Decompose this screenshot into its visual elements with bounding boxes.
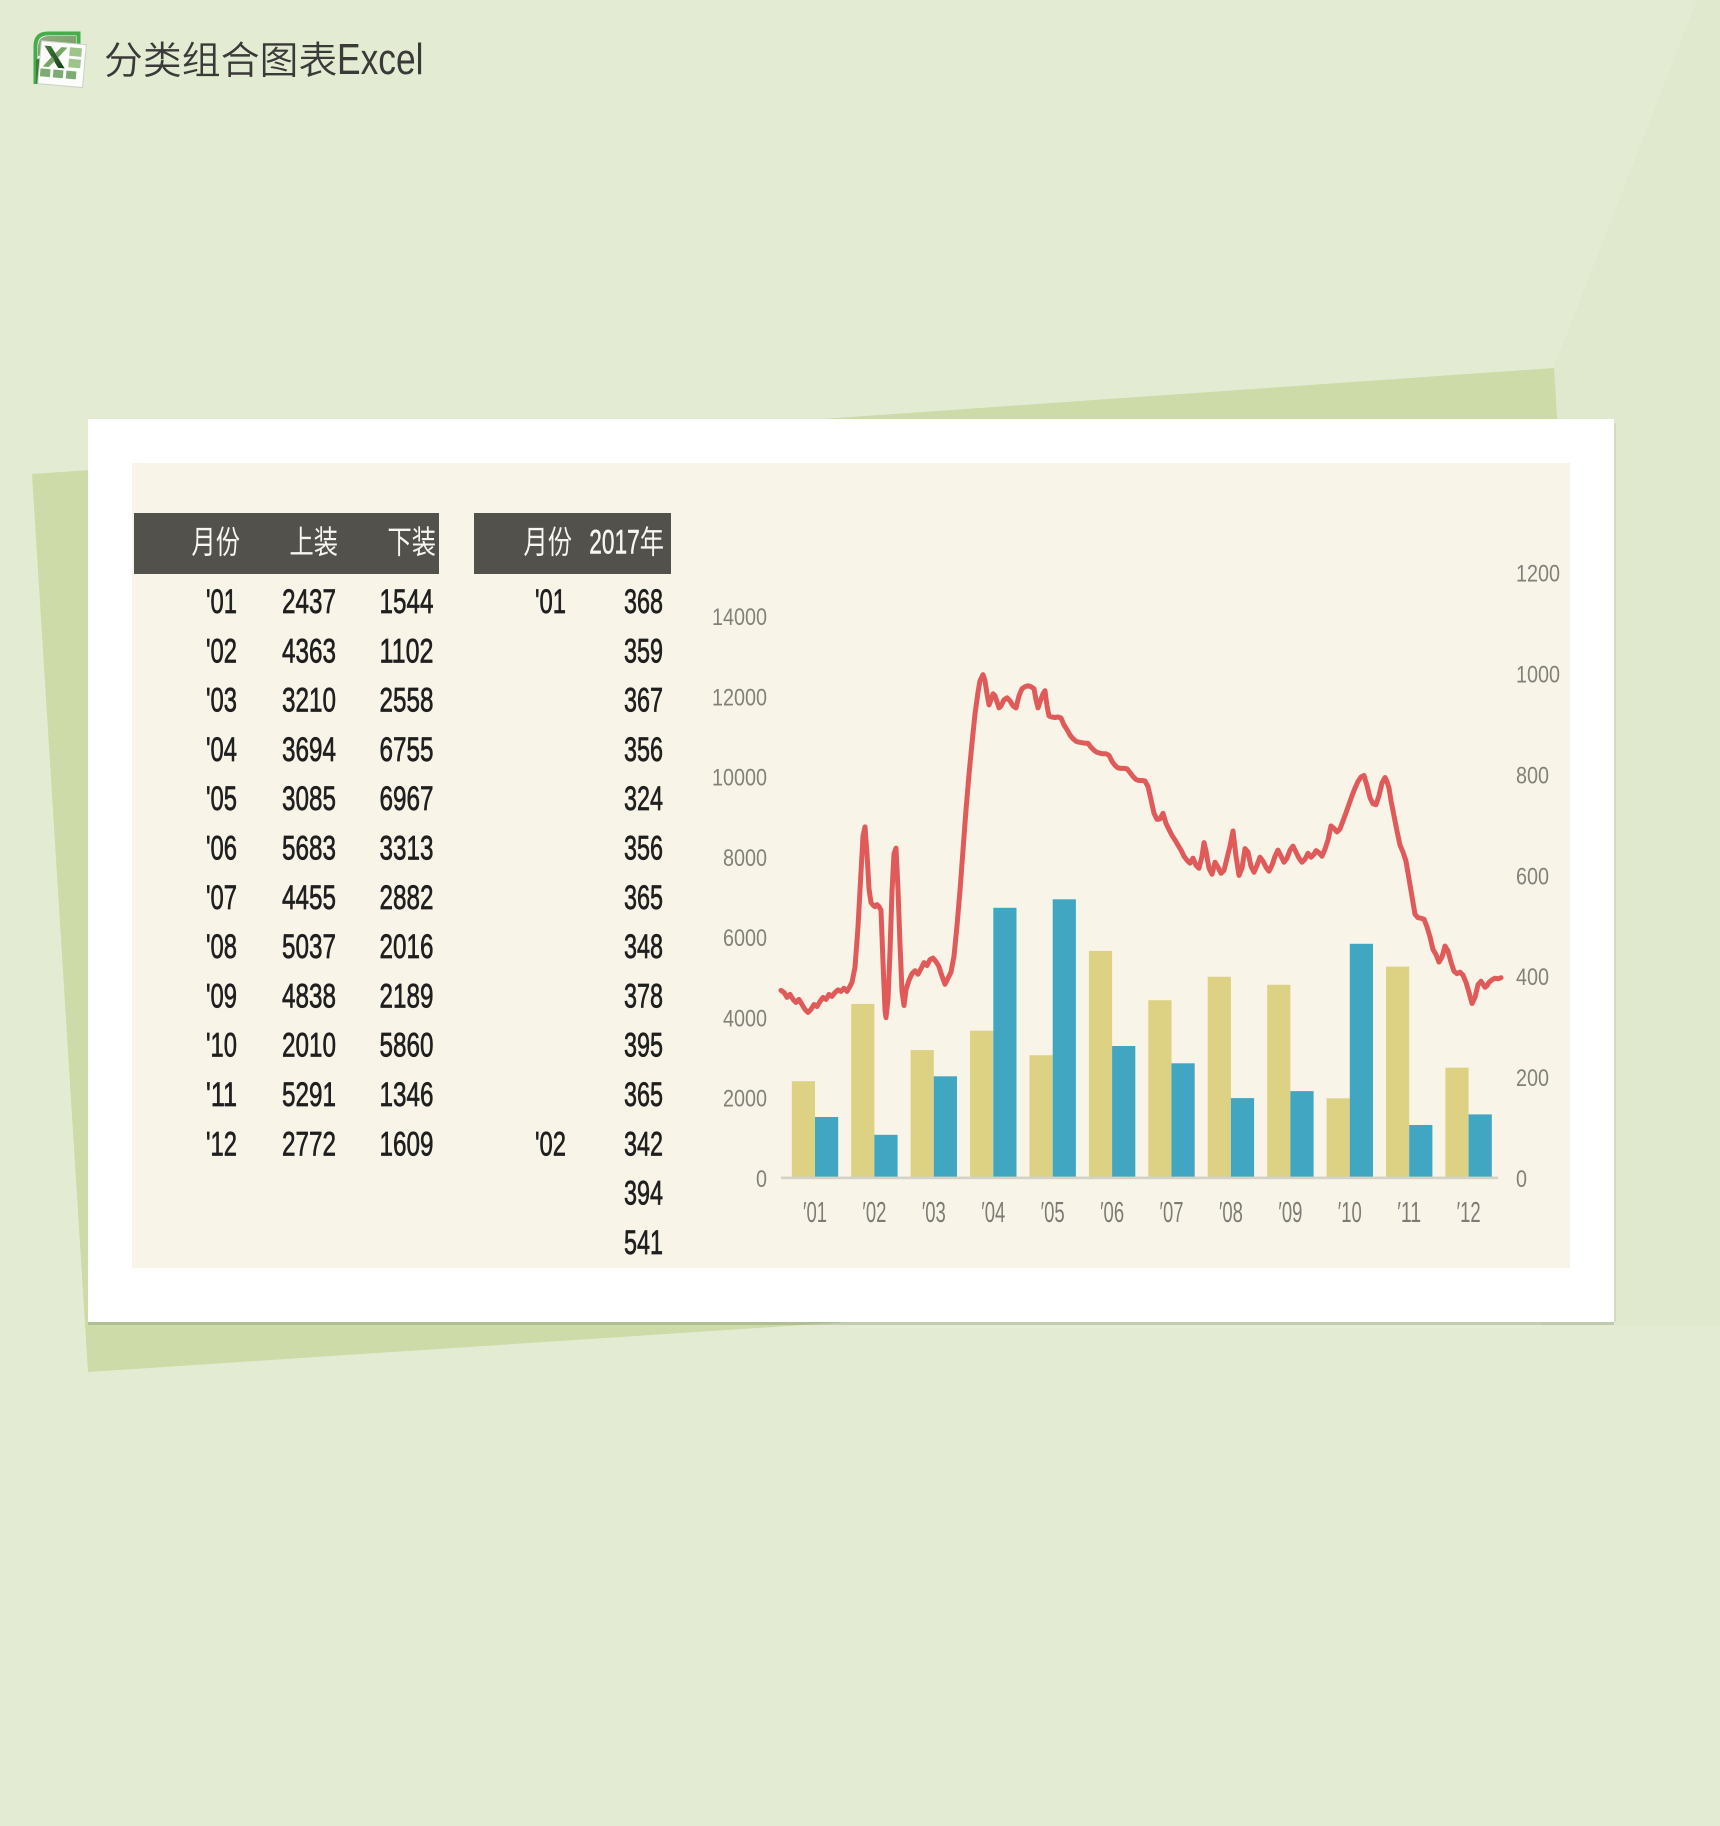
svg-text:2010: 2010	[282, 1027, 336, 1065]
svg-text:′11: ′11	[1397, 1197, 1421, 1229]
svg-text:'11: '11	[206, 1076, 237, 1114]
svg-text:'07: '07	[206, 879, 237, 917]
svg-text:4455: 4455	[282, 879, 336, 917]
svg-text:0: 0	[756, 1166, 767, 1193]
svg-text:6755: 6755	[380, 731, 434, 769]
svg-text:1609: 1609	[380, 1125, 434, 1163]
svg-text:'10: '10	[206, 1027, 237, 1065]
svg-text:356: 356	[624, 830, 663, 868]
svg-text:2558: 2558	[380, 682, 434, 720]
svg-text:'02: '02	[535, 1125, 566, 1163]
svg-text:6000: 6000	[723, 925, 767, 952]
svg-text:4363: 4363	[282, 632, 336, 670]
svg-text:′07: ′07	[1160, 1197, 1184, 1229]
svg-text:6967: 6967	[380, 780, 434, 818]
svg-text:′12: ′12	[1457, 1197, 1481, 1229]
svg-text:365: 365	[624, 1076, 663, 1114]
svg-text:368: 368	[624, 583, 663, 621]
svg-text:'01: '01	[206, 583, 237, 621]
svg-text:'08: '08	[206, 928, 237, 966]
svg-text:12000: 12000	[712, 684, 767, 711]
svg-text:'03: '03	[206, 682, 237, 720]
svg-text:′02: ′02	[862, 1197, 886, 1229]
svg-text:200: 200	[1516, 1065, 1549, 1092]
svg-text:5037: 5037	[282, 928, 336, 966]
svg-text:365: 365	[624, 879, 663, 917]
svg-text:5291: 5291	[282, 1076, 336, 1114]
svg-text:′10: ′10	[1338, 1197, 1362, 1229]
svg-text:′04: ′04	[981, 1197, 1005, 1229]
svg-text:1200: 1200	[1516, 561, 1560, 588]
svg-text:5683: 5683	[282, 830, 336, 868]
svg-text:324: 324	[624, 780, 663, 818]
svg-text:342: 342	[624, 1125, 663, 1163]
svg-text:14000: 14000	[712, 604, 767, 631]
svg-text:395: 395	[624, 1027, 663, 1065]
svg-text:2437: 2437	[282, 583, 336, 621]
svg-text:4000: 4000	[723, 1005, 767, 1032]
svg-text:400: 400	[1516, 964, 1549, 991]
svg-text:600: 600	[1516, 863, 1549, 890]
svg-text:1000: 1000	[1516, 662, 1560, 689]
svg-text:348: 348	[624, 928, 663, 966]
svg-text:'02: '02	[206, 632, 237, 670]
svg-text:2189: 2189	[380, 977, 434, 1015]
svg-text:2016: 2016	[380, 928, 434, 966]
svg-text:'01: '01	[535, 583, 566, 621]
svg-text:359: 359	[624, 632, 663, 670]
svg-text:′06: ′06	[1100, 1197, 1124, 1229]
svg-text:378: 378	[624, 977, 663, 1015]
svg-text:4838: 4838	[282, 977, 336, 1015]
svg-text:2017: 2017	[589, 524, 640, 562]
svg-text:'12: '12	[206, 1125, 237, 1163]
svg-text:10000: 10000	[712, 765, 767, 792]
svg-text:367: 367	[624, 682, 663, 720]
svg-text:Excel: Excel	[337, 35, 424, 84]
svg-text:2000: 2000	[723, 1086, 767, 1113]
svg-text:'04: '04	[206, 731, 237, 769]
svg-text:2882: 2882	[380, 879, 434, 917]
svg-text:3694: 3694	[282, 731, 336, 769]
svg-text:541: 541	[624, 1224, 663, 1262]
svg-text:5860: 5860	[380, 1027, 434, 1065]
svg-text:3085: 3085	[282, 780, 336, 818]
svg-text:1346: 1346	[380, 1076, 434, 1114]
svg-text:′08: ′08	[1219, 1197, 1243, 1229]
svg-text:3313: 3313	[380, 830, 434, 868]
svg-text:800: 800	[1516, 762, 1549, 789]
svg-text:′09: ′09	[1278, 1197, 1302, 1229]
svg-text:′01: ′01	[803, 1197, 827, 1229]
svg-text:0: 0	[1516, 1166, 1527, 1193]
svg-text:3210: 3210	[282, 682, 336, 720]
svg-text:2772: 2772	[282, 1125, 336, 1163]
svg-text:394: 394	[624, 1175, 663, 1213]
svg-text:1544: 1544	[380, 583, 434, 621]
svg-text:′03: ′03	[922, 1197, 946, 1229]
svg-text:′05: ′05	[1041, 1197, 1065, 1229]
svg-text:8000: 8000	[723, 845, 767, 872]
svg-text:1102: 1102	[380, 632, 434, 670]
svg-text:'09: '09	[206, 977, 237, 1015]
svg-text:'05: '05	[206, 780, 237, 818]
svg-text:'06: '06	[206, 830, 237, 868]
svg-text:356: 356	[624, 731, 663, 769]
